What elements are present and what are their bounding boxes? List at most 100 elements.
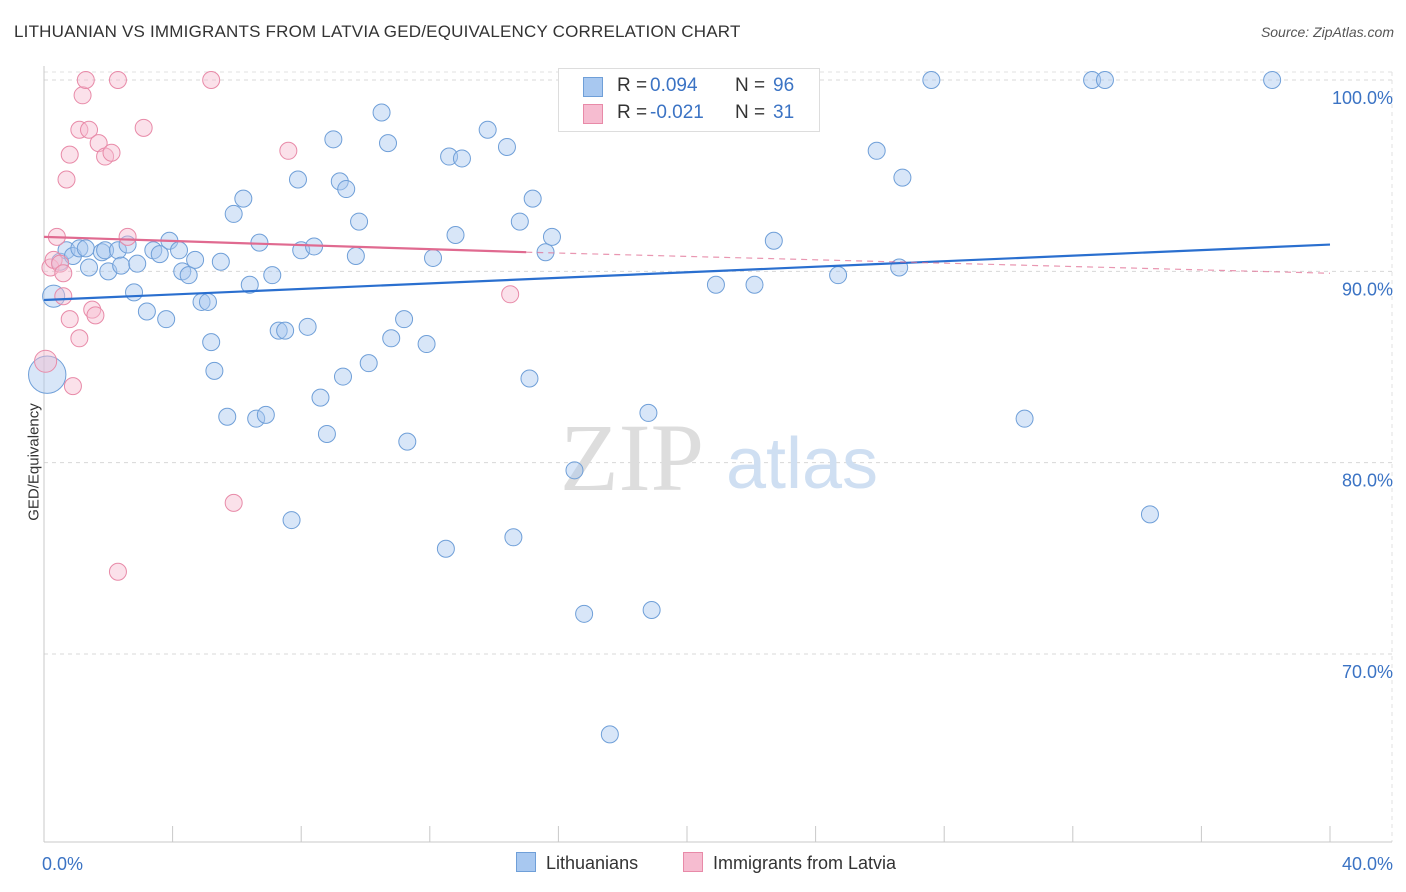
lithuanian-point (478, 120, 497, 139)
bottom-legend-label: Lithuanians (546, 853, 639, 873)
lithuanian-point (224, 204, 243, 223)
latvia-point (83, 300, 102, 319)
y-tick-label: 90.0% (1342, 279, 1393, 299)
x-tick-label: 40.0% (1342, 854, 1393, 874)
latvia-point (54, 287, 73, 306)
legend-n-value: 96 (773, 75, 795, 96)
lithuanian-point (137, 302, 156, 321)
lithuanian-point (76, 239, 95, 258)
stats-legend: R = 0.094 N = 96 R = -0.021 N = 31 (558, 68, 820, 132)
lithuanian-point (829, 266, 848, 285)
latvia-point (501, 285, 520, 304)
lithuanian-trend-line (43, 243, 1331, 302)
lithuanian-point (504, 528, 523, 547)
lithuanian-point (112, 256, 131, 275)
latvia-point (102, 143, 121, 162)
lithuanian-point (247, 409, 266, 428)
lithuanian-point (446, 225, 465, 244)
tick-labels: 70.0% 80.0% 90.0% 100.0% 0.0% 40.0% (42, 88, 1393, 874)
lithuanian-point (542, 227, 561, 246)
lithuanian-point (436, 539, 455, 558)
lithuanian-point (1095, 71, 1114, 89)
lithuanian-point (764, 231, 783, 250)
legend-r-label: R = (617, 102, 648, 123)
lithuanian-point (337, 180, 356, 199)
lithuanian-point (240, 275, 259, 294)
data-points (28, 71, 1282, 744)
lithuanian-point (417, 335, 436, 354)
lithuanian-point (282, 511, 301, 530)
lithuanian-point (893, 168, 912, 187)
lithuanian-point (186, 250, 205, 269)
gridlines (44, 71, 1393, 842)
latvia-point (108, 562, 127, 581)
lithuanian-point (372, 103, 391, 122)
lithuanian-point (128, 254, 147, 273)
lithuanian-point (269, 321, 288, 340)
lithuanian-point (350, 212, 369, 231)
lithuanian-point (70, 239, 89, 258)
watermark-atlas: atlas (726, 424, 878, 504)
latvia-point (60, 310, 79, 329)
bottom-legend-swatch (516, 852, 536, 872)
lithuanian-point (288, 170, 307, 189)
lithuanian-point (202, 333, 221, 352)
lithuanian-point (575, 604, 594, 623)
lithuanian-point (867, 141, 886, 160)
chart-title: LITHUANIAN VS IMMIGRANTS FROM LATVIA GED… (14, 22, 741, 41)
latvia-trend-line (43, 235, 527, 254)
lithuanian-point (1015, 409, 1034, 428)
y-tick-label: 100.0% (1332, 88, 1393, 108)
latvia-point (224, 493, 243, 512)
lithuanian-point (398, 432, 417, 451)
lithuanian-point (330, 172, 349, 191)
lithuanian-point (706, 275, 725, 294)
lithuanian-point (205, 361, 224, 380)
lithuanian-point (333, 367, 352, 386)
lithuanian-point (211, 252, 230, 271)
latvia-point (76, 71, 95, 89)
lithuanian-point (170, 241, 189, 260)
lithuanian-point (276, 321, 295, 340)
latvia-point (70, 120, 89, 139)
lithuanian-point (523, 189, 542, 208)
latvia-point (86, 306, 105, 325)
lithuanian-point (379, 134, 398, 153)
latvia-trend-extension (526, 251, 1331, 274)
lithuanian-point (745, 275, 764, 294)
lithuanian-point (497, 137, 516, 156)
latvia-point (279, 141, 298, 160)
lithuanian-point (1140, 505, 1159, 524)
lithuanian-point (565, 461, 584, 480)
legend-n-label: N = (735, 75, 766, 96)
lithuanian-point (424, 248, 443, 267)
lithuanian-point (1083, 71, 1102, 89)
lithuanian-point (452, 149, 471, 168)
bottom-legend-label: Immigrants from Latvia (713, 853, 897, 873)
lithuanian-point (922, 71, 941, 89)
legend-swatch-lithuanians (583, 77, 603, 97)
lithuanian-point (234, 189, 253, 208)
latvia-point (80, 120, 99, 139)
legend-r-value: 0.094 (650, 75, 698, 96)
lithuanian-point (324, 130, 343, 149)
lithuanian-point (125, 283, 144, 302)
latvia-point (51, 254, 70, 273)
legend-r-label: R = (617, 75, 648, 96)
latvia-point (70, 329, 89, 348)
lithuanian-point (536, 243, 555, 262)
lithuanian-point (639, 403, 658, 422)
lithuanian-point (298, 317, 317, 336)
latvia-point (54, 264, 73, 283)
lithuanian-point (28, 355, 67, 394)
lithuanian-point (311, 388, 330, 407)
bottom-legend-swatch (683, 852, 703, 872)
lithuanian-point (642, 600, 661, 619)
legend-n-label: N = (735, 102, 766, 123)
lithuanian-point (42, 284, 66, 308)
latvia-point (63, 377, 82, 396)
lithuanian-point (92, 243, 111, 262)
axes (43, 66, 1392, 843)
legend-r-value: -0.021 (650, 102, 704, 123)
